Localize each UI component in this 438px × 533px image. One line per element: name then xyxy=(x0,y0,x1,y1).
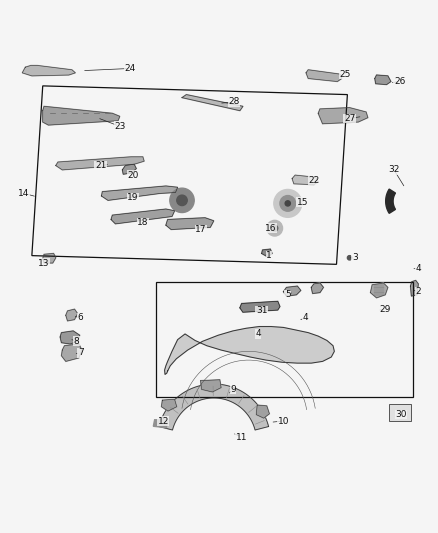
Text: 25: 25 xyxy=(339,70,351,79)
Circle shape xyxy=(280,196,296,211)
Text: 27: 27 xyxy=(344,114,355,123)
Text: 14: 14 xyxy=(18,189,30,198)
Text: 4: 4 xyxy=(302,313,308,322)
Text: 11: 11 xyxy=(236,433,247,442)
Text: 32: 32 xyxy=(388,165,399,174)
Polygon shape xyxy=(166,218,214,230)
Text: 10: 10 xyxy=(278,416,289,425)
Text: 19: 19 xyxy=(127,193,138,202)
Polygon shape xyxy=(375,75,391,85)
Bar xyxy=(389,403,411,421)
Circle shape xyxy=(272,225,278,231)
Circle shape xyxy=(267,220,283,236)
Text: 20: 20 xyxy=(127,171,138,180)
Polygon shape xyxy=(165,327,334,375)
Polygon shape xyxy=(43,254,56,263)
Text: 23: 23 xyxy=(114,122,125,131)
Polygon shape xyxy=(159,384,268,430)
Polygon shape xyxy=(61,344,82,361)
Text: 9: 9 xyxy=(230,385,236,394)
Text: 31: 31 xyxy=(256,306,268,316)
Text: 12: 12 xyxy=(158,416,169,425)
Text: 26: 26 xyxy=(394,77,405,86)
Text: 29: 29 xyxy=(380,305,391,313)
Circle shape xyxy=(170,188,194,213)
Polygon shape xyxy=(201,380,221,392)
Text: 2: 2 xyxy=(416,287,421,296)
Circle shape xyxy=(347,256,352,260)
Polygon shape xyxy=(256,405,269,418)
Text: 21: 21 xyxy=(95,161,106,170)
Text: 30: 30 xyxy=(395,410,406,419)
Polygon shape xyxy=(371,283,388,298)
Bar xyxy=(156,282,413,397)
Polygon shape xyxy=(318,108,368,124)
Circle shape xyxy=(177,195,187,206)
Text: 8: 8 xyxy=(74,337,79,346)
Text: 6: 6 xyxy=(78,313,84,322)
Text: 28: 28 xyxy=(229,98,240,107)
Text: 13: 13 xyxy=(38,259,50,268)
Text: 18: 18 xyxy=(137,219,148,228)
Polygon shape xyxy=(43,107,120,125)
Text: 4: 4 xyxy=(416,264,421,273)
Text: 4: 4 xyxy=(255,329,261,338)
Polygon shape xyxy=(56,157,144,170)
Text: 7: 7 xyxy=(78,348,84,357)
Polygon shape xyxy=(283,286,301,296)
Polygon shape xyxy=(60,331,80,344)
Text: 16: 16 xyxy=(265,224,276,233)
Polygon shape xyxy=(153,420,168,427)
Polygon shape xyxy=(311,283,323,294)
Text: 22: 22 xyxy=(308,176,319,185)
Polygon shape xyxy=(122,164,136,174)
Polygon shape xyxy=(292,175,318,184)
Polygon shape xyxy=(386,189,396,213)
Polygon shape xyxy=(306,70,342,82)
Polygon shape xyxy=(261,249,272,257)
Text: 24: 24 xyxy=(124,64,135,73)
Text: 3: 3 xyxy=(352,253,358,262)
Polygon shape xyxy=(240,301,280,312)
Circle shape xyxy=(285,201,290,206)
Polygon shape xyxy=(102,186,178,200)
Polygon shape xyxy=(410,280,418,296)
Text: 15: 15 xyxy=(297,198,308,207)
Text: 5: 5 xyxy=(285,290,291,300)
Text: 1: 1 xyxy=(266,251,272,260)
Polygon shape xyxy=(162,399,177,411)
Polygon shape xyxy=(66,309,78,321)
Polygon shape xyxy=(111,209,175,224)
Text: 17: 17 xyxy=(195,225,206,234)
Polygon shape xyxy=(182,94,243,111)
Polygon shape xyxy=(22,66,75,76)
Circle shape xyxy=(274,189,302,217)
